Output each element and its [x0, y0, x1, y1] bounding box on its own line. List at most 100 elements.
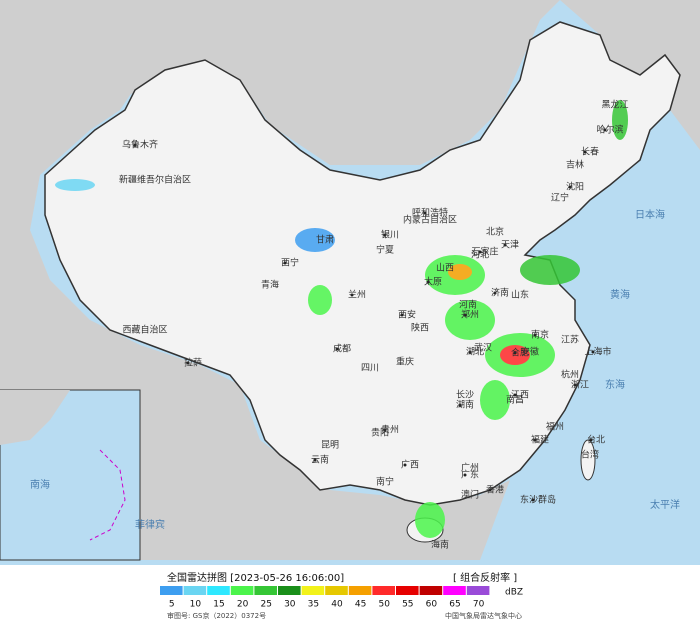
place-label: 武汉 [474, 342, 492, 354]
legend-value: 25 [260, 600, 271, 610]
place-label: 广西 [401, 459, 419, 471]
city-dot [313, 458, 317, 462]
place-label: 青海 [261, 279, 279, 291]
legend-value: 40 [331, 600, 343, 610]
city-dot [458, 403, 462, 407]
legend-swatch [466, 586, 490, 595]
neighbor-land [560, 0, 700, 150]
city-dot [350, 293, 354, 297]
place-label: 浙江 [571, 379, 589, 391]
place-label: 四川 [361, 364, 379, 374]
place-label: 贵阳 [371, 427, 389, 439]
city-dot [468, 350, 472, 354]
place-label: 天津 [501, 240, 519, 251]
sea-label: 菲律宾 [135, 518, 165, 531]
legend-swatch [348, 586, 372, 595]
city-dot [591, 350, 595, 354]
place-label: 安徽 [521, 346, 539, 358]
china-outline [44, 21, 681, 506]
legend-swatch [254, 586, 277, 595]
place-label: 济南 [491, 287, 509, 299]
place-label: 南京 [531, 329, 549, 341]
approval-number: 审图号: GS京（2022）0372号 [167, 611, 266, 620]
legend-value: 55 [402, 600, 413, 610]
legend-value: 5 [169, 600, 175, 610]
city-dot [503, 243, 507, 247]
legend-unit: dBZ [505, 588, 523, 598]
place-label: 宁夏 [376, 244, 394, 256]
place-label: 海南 [431, 539, 449, 551]
city-dot [568, 185, 572, 189]
place-label: 石家庄 [471, 246, 498, 258]
radar-echoes [55, 100, 628, 538]
place-label: 合肥 [511, 347, 529, 359]
legend-swatch [230, 586, 254, 595]
city-dot [186, 361, 190, 365]
city-dot [533, 333, 537, 337]
place-label: 福建 [531, 434, 549, 446]
legend-swatch [325, 586, 348, 595]
place-label: 南昌 [506, 394, 524, 406]
place-label: 哈尔滨 [596, 124, 623, 136]
legend-swatch [301, 586, 325, 595]
city-dot [463, 313, 467, 317]
sea-label: 东海 [605, 378, 625, 391]
place-label: 湖北 [466, 347, 484, 358]
legend-value: 70 [473, 600, 485, 610]
place-label: 郑州 [461, 309, 479, 321]
place-label: 陕西 [411, 322, 429, 334]
place-label: 拉萨 [184, 357, 202, 369]
city-dot [335, 347, 339, 351]
place-label: 广州 [461, 462, 479, 474]
place-label: 福州 [546, 421, 564, 433]
place-label: 银川 [381, 229, 399, 241]
legend-value: 45 [355, 600, 366, 610]
place-label: 乌鲁木齐 [122, 139, 158, 151]
city-dot [531, 498, 535, 502]
place-label: 内蒙古自治区 [403, 214, 457, 226]
city-dot [283, 261, 287, 265]
legend-value: 60 [426, 600, 438, 610]
place-label: 吉林 [566, 159, 584, 171]
legend-product: [ 组合反射率 ] [453, 571, 517, 584]
inset-dashed-line [89, 449, 126, 541]
place-label: 山西 [436, 263, 454, 274]
city-dot [573, 383, 577, 387]
place-label: 长沙 [456, 389, 474, 401]
place-label: 江苏 [561, 334, 579, 346]
city-dot [400, 313, 404, 317]
place-label: 西安 [398, 309, 416, 321]
place-label: 新疆维吾尔自治区 [119, 174, 191, 186]
sea-label: 黄海 [610, 288, 630, 301]
place-label: 辽宁 [551, 192, 569, 204]
place-label: 重庆 [396, 356, 414, 368]
legend-swatch [183, 586, 207, 595]
legend-value: 35 [308, 600, 319, 610]
city-dot [133, 143, 137, 147]
legend-value: 30 [284, 600, 296, 610]
place-label: 澳门 [461, 489, 479, 501]
place-label: 杭州 [561, 369, 579, 381]
place-label: 兰州 [348, 289, 366, 301]
city-dot [383, 428, 387, 432]
place-label: 呼和浩特 [412, 207, 448, 219]
place-label: 南宁 [376, 476, 394, 488]
legend-value: 10 [190, 600, 202, 610]
city-dot [493, 291, 497, 295]
legend-swatch [396, 586, 419, 595]
place-label: 广东 [461, 469, 479, 481]
place-label: 昆明 [321, 440, 339, 451]
place-label: 台北 [587, 434, 605, 446]
city-dot [403, 463, 407, 467]
city-dot [589, 438, 593, 442]
place-label: 沈阳 [566, 181, 584, 193]
legend-swatch [160, 586, 183, 595]
city-dot [533, 438, 537, 442]
city-dot [426, 280, 430, 284]
city-dot [513, 351, 517, 355]
place-label: 湖南 [456, 399, 474, 411]
city-dot [383, 233, 387, 237]
legend-swatch [372, 586, 395, 595]
taiwan-island [580, 439, 596, 481]
